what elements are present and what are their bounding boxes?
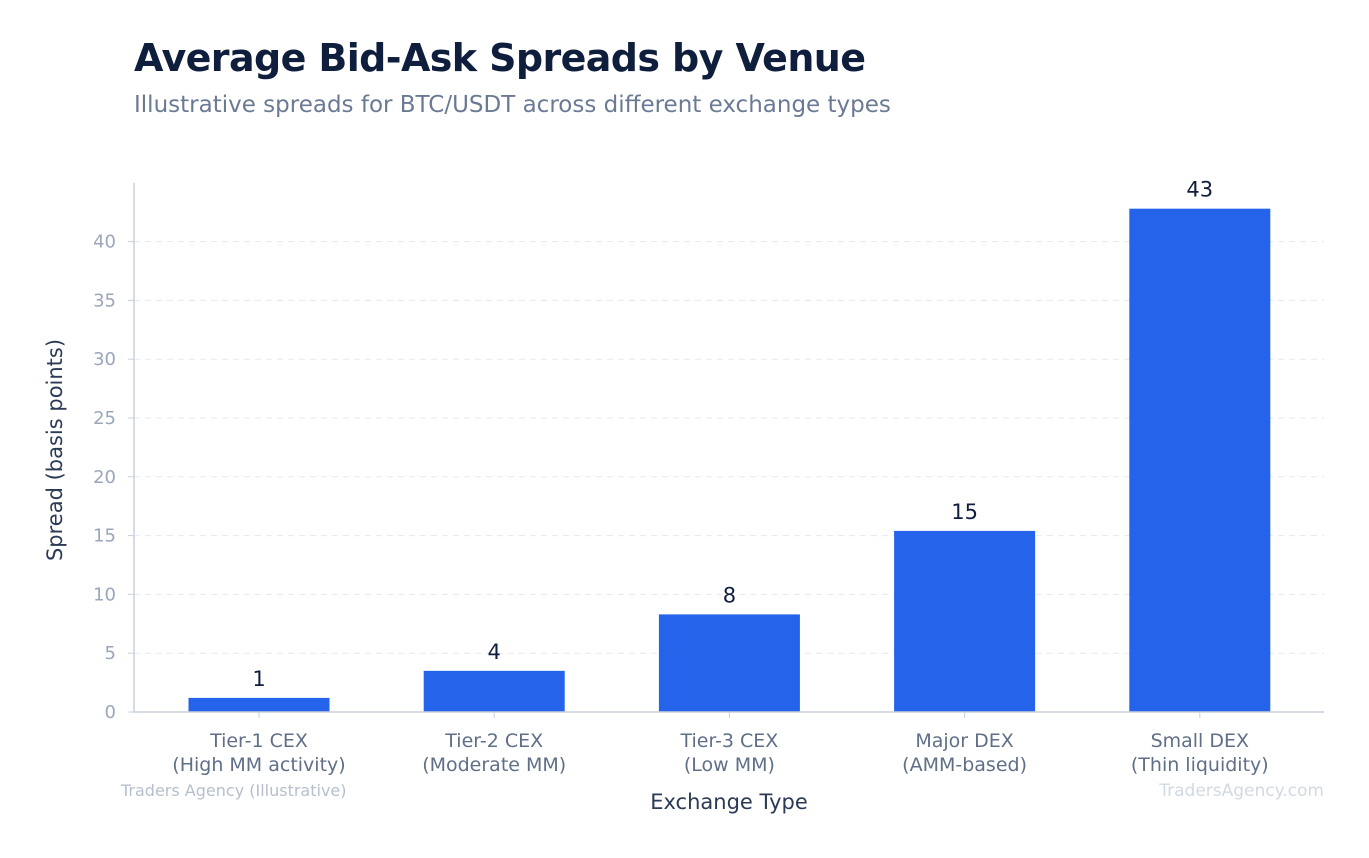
x-tick-label: Small DEX — [1151, 730, 1249, 752]
x-tick-label: (Thin liquidity) — [1131, 754, 1269, 776]
x-tick-label: (AMM-based) — [902, 754, 1027, 776]
brand-watermark: TradersAgency.com — [1158, 781, 1324, 801]
y-tick-label: 20 — [93, 467, 116, 488]
y-tick-label: 30 — [93, 349, 116, 370]
y-tick-label: 5 — [105, 643, 116, 664]
bar — [423, 670, 565, 712]
bar — [894, 530, 1036, 712]
chart-title: Average Bid-Ask Spreads by Venue — [134, 36, 866, 80]
y-tick-label: 10 — [93, 584, 116, 605]
bar-value-label: 43 — [1186, 178, 1213, 202]
bar-value-label: 8 — [723, 583, 736, 607]
bar-value-label: 15 — [951, 500, 978, 524]
y-tick-label: 0 — [105, 702, 116, 723]
bar-value-label: 1 — [252, 667, 265, 691]
x-tick-label: Major DEX — [915, 730, 1013, 752]
x-tick-label: Tier-2 CEX — [444, 730, 543, 752]
bar — [1129, 208, 1271, 712]
labels: 0 5 10 15 20 25 30 35 40 1 Tier-1 CEX(High MM acti… — [93, 178, 1269, 776]
source-note: Traders Agency (Illustrative) — [120, 781, 347, 800]
bar — [188, 697, 330, 712]
y-tick-label: 15 — [93, 526, 116, 547]
y-tick-label: 25 — [93, 408, 116, 429]
x-tick-label: Tier-1 CEX — [209, 730, 308, 752]
x-tick-label: (Moderate MM) — [422, 754, 566, 776]
x-tick-label: (High MM activity) — [172, 754, 345, 776]
x-tick-label: (Low MM) — [684, 754, 775, 776]
bar-value-label: 4 — [488, 640, 501, 664]
x-axis-label: Exchange Type — [650, 790, 808, 814]
grid-lines — [128, 241, 1324, 713]
y-tick-label: 35 — [93, 290, 116, 311]
bars — [188, 208, 1271, 712]
y-tick-label: 40 — [93, 232, 116, 253]
x-tick-label: Tier-3 CEX — [679, 730, 778, 752]
chart-subtitle: Illustrative spreads for BTC/USDT across… — [134, 92, 891, 118]
bar — [658, 614, 800, 712]
axes — [133, 183, 1324, 718]
y-axis-label: Spread (basis points) — [43, 339, 67, 561]
